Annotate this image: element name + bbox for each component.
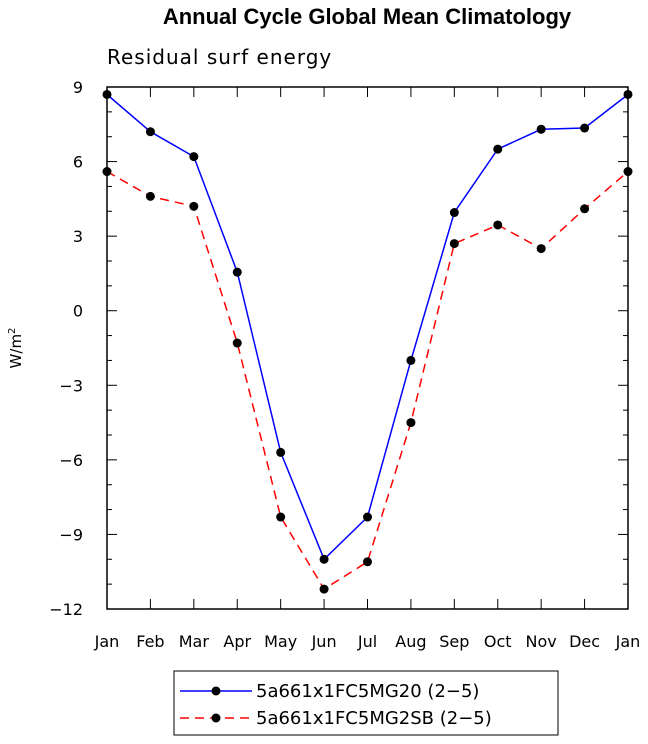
y-tick-label: −9 [59, 525, 83, 544]
x-tick-label: Jan [615, 632, 641, 651]
y-axis-label-text: W/m [7, 334, 25, 369]
series-line-0 [106, 93, 629, 561]
legend-marker-1 [211, 713, 221, 723]
series-0-point [363, 512, 372, 522]
x-tick-label: Aug [395, 632, 426, 651]
series-layer [102, 89, 633, 594]
series-1-point [536, 244, 546, 254]
y-tick-label: 3 [73, 227, 83, 246]
series-1-point [145, 191, 155, 201]
x-tick-label: Nov [526, 632, 557, 651]
x-tick-label: Sep [439, 632, 469, 651]
series-1-point [623, 167, 633, 177]
y-tick-label: 6 [73, 153, 83, 172]
y-tick-label: 9 [73, 78, 83, 97]
y-tick-label: −3 [59, 376, 83, 395]
series-1-point [493, 220, 503, 230]
series-1-point [406, 418, 416, 428]
series-1-point [319, 584, 329, 594]
series-1-point [102, 167, 112, 177]
series-0-point [232, 267, 242, 277]
series-1-point [232, 338, 242, 348]
legend-label-1: 5a661x1FC5MG2SB (2−5) [256, 708, 492, 729]
series-0-point [536, 124, 546, 134]
series-0-point [319, 554, 329, 564]
x-axis: Jan Feb Mar Apr May Jun Jul Aug Sep Oct Nov Dec Jan [94, 87, 641, 651]
legend: 5a661x1FC5MG20 (2−5) 5a661x1FC5MG2SB (2−… [173, 670, 559, 736]
plot-frame [106, 86, 629, 610]
y-axis-label: W/m2 [7, 328, 25, 369]
x-tick-label: Dec [569, 632, 600, 651]
y-tick-label: −6 [59, 451, 83, 470]
y-axis-label-superscript: 2 [7, 328, 18, 334]
series-0-point [276, 447, 286, 457]
legend-box [173, 670, 559, 736]
series-0-point [493, 144, 503, 154]
series-line-1 [106, 170, 629, 591]
x-tick-label: May [264, 632, 297, 651]
chart-subtitle: Residual surf energy [107, 45, 332, 69]
series-1-point [449, 239, 459, 249]
series-0-point [102, 89, 112, 99]
x-tick-label: Jan [94, 632, 120, 651]
x-tick-label: Feb [136, 632, 164, 651]
series-0-point [189, 152, 199, 162]
series-1-point [276, 512, 286, 522]
series-1-point [580, 204, 590, 214]
y-tick-label: −12 [49, 600, 83, 619]
x-tick-label: Apr [223, 632, 251, 651]
series-0-point [623, 89, 633, 99]
series-0-point [406, 355, 416, 365]
series-0-point [449, 208, 459, 218]
chart-title: Annual Cycle Global Mean Climatology [163, 4, 572, 29]
series-0-point [145, 127, 155, 137]
legend-label-0: 5a661x1FC5MG20 (2−5) [256, 681, 479, 702]
x-tick-label: Mar [179, 632, 210, 651]
legend-item-0: 5a661x1FC5MG20 (2−5) [180, 681, 479, 702]
x-tick-label: Jul [357, 632, 377, 651]
series-1-point [189, 201, 199, 211]
series-1-point [363, 557, 372, 567]
series-0-point [580, 123, 590, 133]
plot-axes [106, 86, 629, 610]
y-tick-label: 0 [73, 302, 83, 321]
legend-marker-0 [211, 686, 221, 696]
legend-item-1: 5a661x1FC5MG2SB (2−5) [180, 708, 492, 729]
x-tick-label: Oct [484, 632, 512, 651]
y-axis: 9 6 3 0 −3 −6 −9 −12 [49, 78, 628, 619]
x-tick-label: Jun [311, 632, 337, 651]
